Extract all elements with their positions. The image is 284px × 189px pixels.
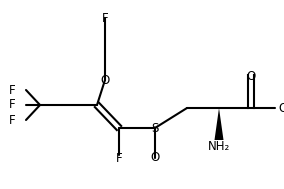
Text: S: S [151,122,159,135]
Text: F: F [102,12,108,25]
Polygon shape [214,108,224,140]
Text: O: O [247,70,256,83]
Text: F: F [8,98,15,112]
Text: F: F [8,114,15,126]
Text: F: F [8,84,15,97]
Text: O: O [150,151,160,164]
Text: OH: OH [278,101,284,115]
Text: F: F [116,152,122,164]
Text: O: O [100,74,110,87]
Text: NH₂: NH₂ [208,140,230,153]
